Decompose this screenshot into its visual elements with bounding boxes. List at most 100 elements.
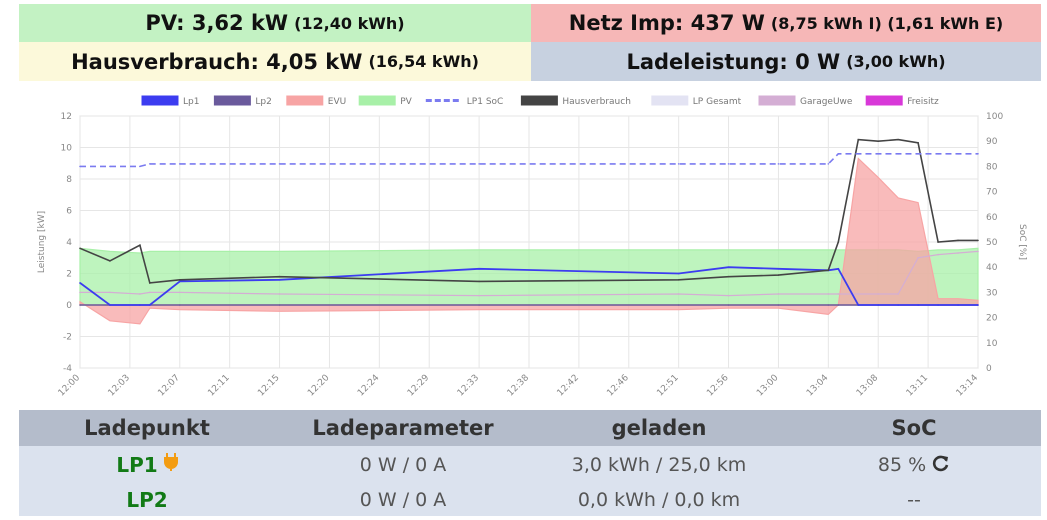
legend-swatch	[758, 95, 796, 106]
x-tick-label: 12:11	[206, 373, 231, 398]
data-point-lp1	[149, 304, 151, 306]
power-chart[interactable]: -4 -2 0 2 4 6 8 10 12 0 10 20 30 40 50 60 70 80 90 100 12:00…	[0, 84, 1047, 410]
header-soc: SoC	[891, 416, 937, 440]
data-point-lp1	[837, 267, 840, 270]
x-tick-label: 13:00	[755, 373, 781, 399]
data-point-lp1-soc	[977, 153, 979, 155]
data-point-lp1-soc	[139, 165, 141, 168]
y-right-tick-label: 30	[986, 288, 998, 298]
legend-item: Lp1	[141, 95, 199, 107]
x-tick-label: 12:38	[506, 373, 532, 399]
legend-swatch	[286, 95, 324, 106]
data-point-lp1	[677, 272, 680, 275]
y-left-tick-label: -4	[63, 364, 72, 374]
data-point-lp1-soc	[149, 163, 151, 165]
data-point-hausverbrauch	[877, 140, 880, 142]
y-left-tick-label: 12	[61, 112, 72, 122]
data-point-lp1	[79, 282, 81, 284]
table-row-lp1-name[interactable]: LP1	[19, 447, 275, 482]
house-consumption-tile: Hausverbrauch: 4,05 kW (16,54 kWh)	[19, 42, 531, 81]
data-point-lp1	[109, 304, 111, 306]
x-tick-label: 13:11	[905, 373, 930, 398]
legend-label: Freisitz	[907, 97, 939, 107]
x-tick-label: 12:15	[256, 373, 281, 398]
data-point-lp1-soc	[727, 163, 730, 165]
x-tick-label: 12:33	[456, 373, 481, 398]
data-point-hausverbrauch	[917, 141, 919, 144]
grid-import-tile: Netz Imp: 437 W (8,75 kWh I) (1,61 kWh E…	[531, 4, 1041, 42]
lp1-parameter: 0 W / 0 A	[359, 453, 447, 476]
data-point-garageuwe	[857, 293, 860, 295]
legend-item: LP1 SoC	[425, 97, 504, 107]
y-left-axis-label: Leistung [kW]	[37, 211, 47, 273]
data-point-lp1-soc	[109, 165, 111, 168]
data-point-lp1	[727, 266, 730, 268]
data-point-garageuwe	[478, 294, 480, 297]
y-right-tick-label: 20	[986, 314, 998, 324]
data-point-hausverbrauch	[79, 247, 81, 250]
y-right-tick-label: 90	[986, 137, 998, 147]
table-row-lp2-name[interactable]: LP2	[19, 482, 275, 517]
legend-swatch	[213, 95, 251, 106]
y-left-tick-label: -2	[63, 333, 72, 343]
header-ladepunkt: Ladepunkt	[84, 416, 210, 440]
data-point-hausverbrauch	[109, 260, 111, 262]
data-point-lp1	[139, 304, 141, 306]
x-tick-label: 12:46	[605, 373, 631, 399]
data-point-hausverbrauch	[937, 241, 939, 243]
x-tick-label: 12:03	[107, 373, 132, 398]
data-point-garageuwe	[937, 253, 939, 256]
data-point-hausverbrauch	[149, 282, 151, 284]
legend-swatch	[865, 95, 903, 106]
x-tick-label: 12:29	[406, 373, 432, 399]
y-right-tick-label: 80	[986, 162, 998, 172]
data-point-lp1-soc	[79, 165, 81, 168]
data-point-lp1-soc	[917, 153, 919, 155]
y-left-tick-label: 0	[66, 301, 72, 311]
legend-swatch	[358, 95, 396, 106]
data-point-hausverbrauch	[857, 138, 860, 141]
legend-item: Freisitz	[865, 95, 939, 107]
chart-legend: Lp1 Lp2 EVU PV LP1 SoC Hausverbrauch LP Gesamt…	[141, 95, 939, 107]
legend-item: GarageUwe	[758, 95, 853, 107]
data-point-lp1-soc	[957, 153, 959, 155]
data-point-lp2	[79, 304, 81, 306]
data-point-garageuwe	[957, 252, 959, 254]
y-right-tick-label: 50	[986, 238, 998, 248]
lp2-loaded: 0,0 kWh / 0,0 km	[577, 488, 741, 511]
lp1-soc: 85 %	[787, 447, 1041, 482]
series-area-evu	[79, 157, 979, 325]
data-point-garageuwe	[149, 291, 151, 294]
legend-item: EVU	[286, 95, 346, 107]
data-point-garageuwe	[278, 293, 281, 295]
data-point-lp1-soc	[677, 163, 680, 165]
legend-label: GarageUwe	[800, 97, 853, 107]
x-tick-label: 13:08	[855, 373, 881, 399]
data-point-lp1-soc	[837, 153, 840, 155]
x-tick-label: 12:00	[57, 373, 83, 399]
data-point-lp1	[777, 267, 780, 270]
data-point-lp1	[957, 304, 959, 306]
data-point-lp2	[777, 304, 780, 306]
data-point-hausverbrauch	[727, 275, 730, 278]
legend-label: Lp1	[183, 97, 199, 107]
y-right-tick-label: 0	[986, 364, 992, 374]
y-left-tick-label: 10	[61, 144, 73, 154]
data-point-lp1	[478, 267, 480, 270]
data-point-lp1-soc	[877, 153, 880, 155]
legend-item: Hausverbrauch	[520, 95, 631, 107]
pv-energy: (12,40 kWh)	[294, 13, 405, 33]
data-point-hausverbrauch	[977, 239, 979, 242]
refresh-icon[interactable]	[932, 453, 950, 477]
series-area-pv	[79, 247, 979, 306]
chargepoint-name: LP2	[126, 487, 168, 512]
legend-label: LP1 SoC	[467, 97, 504, 107]
data-point-hausverbrauch	[897, 138, 899, 141]
data-point-hausverbrauch	[827, 269, 830, 272]
data-point-garageuwe	[837, 293, 840, 295]
data-point-lp1	[917, 304, 919, 306]
y-right-axis-label: SoC [%]	[1017, 224, 1027, 260]
data-point-lp1	[857, 304, 860, 306]
data-point-lp1-soc	[478, 163, 480, 165]
data-point-lp1	[178, 280, 181, 283]
